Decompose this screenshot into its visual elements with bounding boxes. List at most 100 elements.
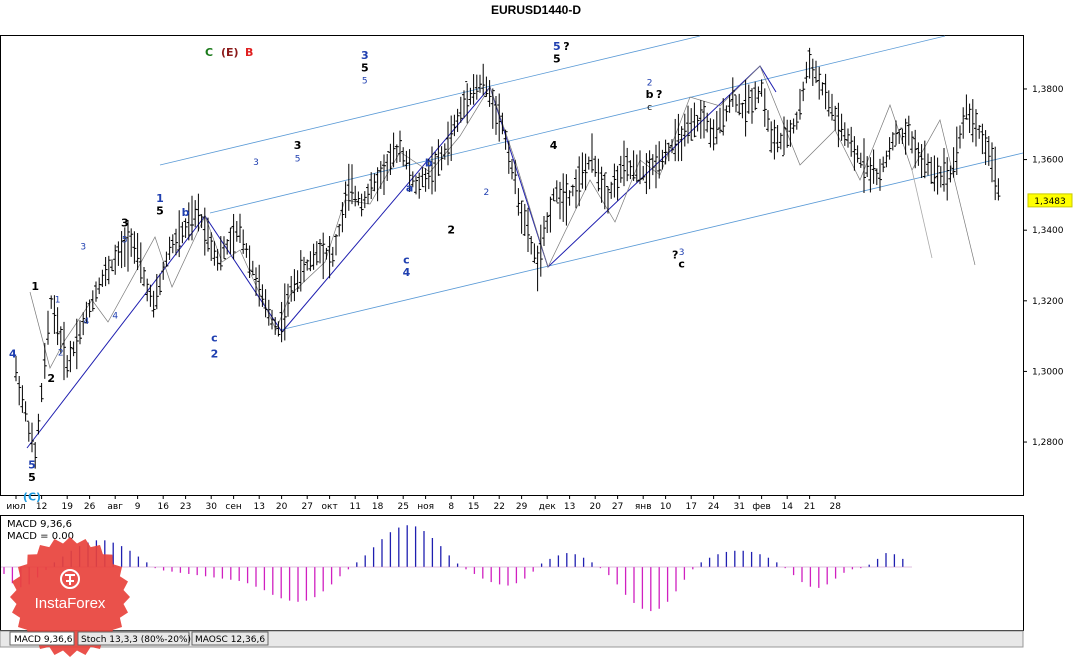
tab-macd[interactable] <box>9 631 75 646</box>
wave-label: 3 <box>80 243 86 253</box>
time-tick-label: июл <box>6 502 25 512</box>
wave-label: 3 <box>294 139 302 152</box>
price-bar <box>468 87 473 105</box>
price-bar <box>766 110 770 132</box>
price-bar <box>606 186 610 214</box>
price-bar <box>452 114 457 137</box>
price-bar <box>874 168 879 186</box>
price-bar <box>871 149 876 184</box>
price-bar <box>538 224 543 277</box>
wave-label: 3 <box>253 158 259 168</box>
price-bar <box>426 158 431 190</box>
price-bar <box>868 157 873 193</box>
price-bar <box>708 118 713 148</box>
time-tick-label: ноя <box>417 502 434 512</box>
price-bar <box>686 105 690 144</box>
time-tick-label: 17 <box>685 502 696 512</box>
price-bar <box>906 115 911 146</box>
wave-label: c <box>403 254 410 267</box>
price-bar <box>974 109 978 147</box>
price-bar <box>410 171 415 188</box>
price-bar <box>164 251 169 267</box>
price-bar <box>967 103 972 133</box>
price-bar <box>628 160 633 180</box>
price-bar <box>260 284 265 307</box>
wave-label: 5 <box>553 52 561 65</box>
price-bar <box>788 119 793 147</box>
price-bar <box>516 188 521 216</box>
price-bar <box>679 126 684 162</box>
price-bar <box>855 145 860 163</box>
wave-label: 2 <box>447 224 455 237</box>
price-bar <box>817 66 822 100</box>
time-tick-label: 15 <box>468 502 479 512</box>
price-bar <box>526 207 530 253</box>
price-tick-label: 1,3200 <box>1032 297 1064 307</box>
wave-label: ? <box>656 88 662 101</box>
price-bar <box>580 152 585 189</box>
price-bar <box>26 420 31 442</box>
price-bar <box>39 383 44 403</box>
time-tick-label: 27 <box>301 502 312 512</box>
time-tick-label: 8 <box>448 502 454 512</box>
price-bar <box>167 236 172 260</box>
tab-maosc-label: MAOSC 12,36,6 <box>195 635 265 645</box>
price-bar <box>417 172 422 199</box>
price-bar <box>90 290 95 312</box>
price-bar <box>938 166 943 188</box>
price-bar <box>574 169 578 209</box>
wave-label: 5 <box>553 40 561 53</box>
time-tick-label: 11 <box>349 502 360 512</box>
price-bar <box>84 301 89 324</box>
price-bar <box>241 229 246 254</box>
tab-stoch[interactable] <box>77 631 190 646</box>
wave-label: 5 <box>362 77 368 87</box>
price-bar <box>945 157 950 201</box>
wave-label: 5 <box>156 204 164 217</box>
price-bar <box>996 178 1001 201</box>
price-bar <box>954 126 959 175</box>
wave-label: ? <box>563 40 569 53</box>
wave-label: c <box>678 257 685 270</box>
price-bar <box>55 307 60 346</box>
price-bar <box>676 113 681 162</box>
price-tick-label: 1,3800 <box>1032 85 1064 95</box>
wave-label: 5 <box>122 236 128 246</box>
price-bar <box>634 154 639 183</box>
time-tick-label: фев <box>752 502 771 512</box>
price-bar <box>190 195 194 241</box>
price-bar <box>612 163 617 198</box>
price-bar <box>196 193 201 232</box>
price-bar <box>151 290 156 318</box>
price-bar <box>983 130 988 165</box>
price-bar <box>273 317 278 335</box>
time-tick-label: 23 <box>180 502 191 512</box>
wave-label: 2 <box>647 78 653 88</box>
price-bar <box>513 159 518 195</box>
price-bar <box>212 241 217 266</box>
price-bar <box>391 132 396 168</box>
price-bar <box>295 270 300 293</box>
wave-line-minor <box>29 65 976 369</box>
price-bar <box>887 137 892 160</box>
price-bar <box>94 281 98 302</box>
price-bar <box>414 175 418 195</box>
wave-label: 4 <box>84 317 90 327</box>
price-bar <box>778 132 783 150</box>
price-bar <box>87 299 92 318</box>
price-bar <box>471 74 476 105</box>
price-bar <box>958 125 962 149</box>
price-bar <box>750 88 754 124</box>
price-bar <box>497 93 502 142</box>
price-bar <box>276 321 281 337</box>
price-bar <box>58 326 63 354</box>
price-bar <box>462 90 466 119</box>
time-tick-label: окт <box>322 502 338 512</box>
channel-upper-2 <box>209 35 946 214</box>
tab-maosc[interactable] <box>191 631 269 646</box>
price-bar <box>346 163 351 211</box>
price-bar <box>158 273 162 296</box>
price-bar <box>359 193 364 217</box>
wave-label: 4 <box>112 311 118 321</box>
